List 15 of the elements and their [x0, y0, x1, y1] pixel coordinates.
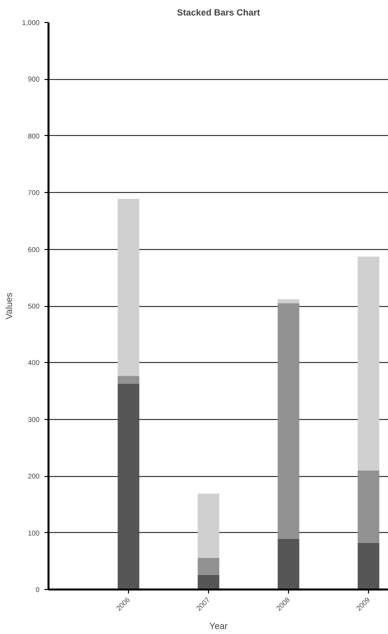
bar	[358, 543, 380, 590]
y-axis-title: Values	[4, 292, 14, 320]
bar	[118, 376, 140, 384]
x-axis-title: Year	[209, 621, 228, 632]
bar	[358, 256, 380, 470]
bar	[278, 539, 300, 590]
bar	[198, 494, 220, 558]
bar	[198, 558, 220, 575]
bar	[278, 303, 300, 540]
chart-title: Stacked Bars Chart	[176, 8, 260, 18]
bar	[118, 198, 140, 376]
bar	[118, 384, 140, 590]
bar	[198, 574, 220, 590]
bar	[278, 299, 300, 304]
bar	[358, 470, 380, 544]
